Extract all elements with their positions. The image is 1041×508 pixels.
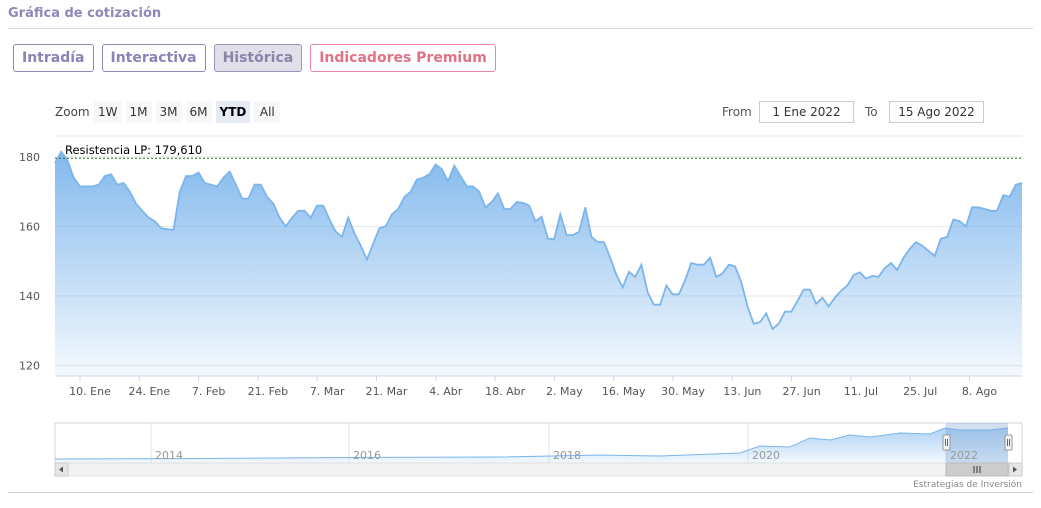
x-tick-label: 30. May bbox=[661, 385, 705, 398]
series-area bbox=[54, 150, 1023, 376]
tab-historica[interactable]: Histórica bbox=[213, 44, 303, 72]
y-tick-label: 140 bbox=[19, 290, 40, 303]
navigator-area bbox=[55, 428, 1008, 463]
from-date-input[interactable]: 1 Ene 2022 bbox=[759, 101, 854, 123]
zoom-all-button[interactable]: All bbox=[254, 101, 281, 123]
x-tick-label: 21. Feb bbox=[248, 385, 288, 398]
navigator-tick-label: 2014 bbox=[155, 449, 183, 462]
navigator[interactable]: 2014 2016 2018 2020 2022 bbox=[54, 422, 1023, 464]
arrow-left-icon bbox=[59, 466, 63, 473]
chart-type-tabs: Intradía Interactiva Histórica Indicador… bbox=[13, 44, 496, 72]
x-tick-label: 7. Feb bbox=[192, 385, 225, 398]
x-axis: 10. Ene 24. Ene 7. Feb 21. Feb 7. Mar 21. Mar… bbox=[69, 376, 997, 398]
x-tick-label: 25. Jul bbox=[903, 385, 937, 398]
tab-intradia[interactable]: Intradía bbox=[13, 44, 94, 72]
resistance-label: Resistencia LP: 179,610 bbox=[65, 143, 202, 157]
zoom-1m-button[interactable]: 1M bbox=[125, 101, 152, 123]
tab-indicadores-premium[interactable]: Indicadores Premium bbox=[310, 44, 496, 72]
navigator-tick-label: 2022 bbox=[950, 449, 978, 462]
navigator-ticks: 2014 2016 2018 2020 2022 bbox=[155, 449, 978, 462]
resistance-annotation: Resistencia LP: 179,610 bbox=[55, 143, 1022, 159]
zoom-ytd-button[interactable]: YTD bbox=[215, 101, 251, 123]
y-tick-label: 160 bbox=[19, 220, 40, 233]
y-tick-label: 180 bbox=[19, 151, 40, 164]
zoom-6m-button[interactable]: 6M bbox=[185, 101, 212, 123]
x-tick-label: 7. Mar bbox=[310, 385, 345, 398]
price-area bbox=[55, 151, 1022, 376]
scrollbar[interactable] bbox=[54, 462, 1023, 477]
title-divider bbox=[8, 28, 1033, 29]
tab-interactiva[interactable]: Interactiva bbox=[101, 44, 206, 72]
navigator-tick-label: 2018 bbox=[553, 449, 581, 462]
x-tick-label: 24. Ene bbox=[128, 385, 170, 398]
navigator-selection[interactable] bbox=[946, 423, 1008, 463]
x-tick-label: 16. May bbox=[602, 385, 646, 398]
zoom-1w-button[interactable]: 1W bbox=[94, 101, 122, 123]
price-line bbox=[54, 150, 1023, 331]
chart-credit[interactable]: Estrategias de Inversión bbox=[913, 479, 1022, 490]
x-tick-label: 21. Mar bbox=[366, 385, 408, 398]
from-label: From bbox=[722, 105, 752, 119]
navigator-tick-label: 2020 bbox=[752, 449, 780, 462]
section-title: Gráfica de cotización bbox=[8, 6, 162, 21]
x-tick-label: 2. May bbox=[546, 385, 583, 398]
x-tick-label: 10. Ene bbox=[69, 385, 111, 398]
x-tick-label: 13. Jun bbox=[723, 385, 761, 398]
y-axis: 120 140 160 180 bbox=[19, 151, 40, 373]
navigator-line bbox=[54, 427, 1009, 460]
zoom-label: Zoom bbox=[55, 105, 90, 119]
y-tick-label: 120 bbox=[19, 360, 40, 373]
x-tick-label: 11. Jul bbox=[844, 385, 878, 398]
to-label: To bbox=[865, 105, 878, 119]
scrollbar-track[interactable] bbox=[54, 462, 1023, 477]
bottom-divider bbox=[8, 492, 1033, 493]
x-tick-label: 27. Jun bbox=[783, 385, 821, 398]
navigator-tick-label: 2016 bbox=[353, 449, 381, 462]
x-tick-label: 8. Ago bbox=[962, 385, 997, 398]
to-date-input[interactable]: 15 Ago 2022 bbox=[889, 101, 984, 123]
navigator-left-handle[interactable] bbox=[942, 434, 951, 451]
x-tick-label: 18. Abr bbox=[485, 385, 525, 398]
x-tick-label: 4. Abr bbox=[429, 385, 462, 398]
zoom-buttons: 1W 1M 3M 6M YTD All bbox=[94, 101, 281, 123]
arrow-right-icon bbox=[1013, 466, 1017, 473]
navigator-right-handle[interactable] bbox=[1004, 434, 1013, 451]
zoom-3m-button[interactable]: 3M bbox=[155, 101, 182, 123]
